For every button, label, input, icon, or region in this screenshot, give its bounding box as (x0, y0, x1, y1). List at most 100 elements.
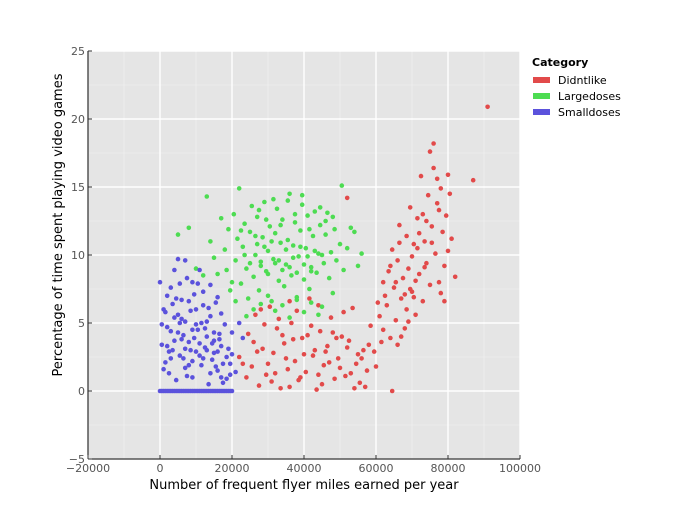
point-smalldoses (218, 311, 224, 316)
point-largedoses (247, 260, 253, 266)
point-largedoses (254, 241, 260, 247)
point-didntlike (388, 335, 393, 341)
point-didntlike (272, 371, 278, 376)
point-largedoses (298, 228, 303, 233)
point-smalldoses (170, 301, 175, 307)
point-largedoses (269, 239, 274, 244)
point-didntlike (323, 349, 328, 354)
point-didntlike (361, 347, 366, 353)
point-didntlike (346, 338, 352, 344)
point-largedoses (256, 288, 262, 293)
point-didntlike (429, 224, 435, 229)
y-tick-label: 0 (78, 385, 85, 398)
point-smalldoses (186, 362, 192, 368)
point-didntlike (260, 346, 265, 352)
point-didntlike (314, 387, 319, 392)
point-smalldoses (218, 343, 224, 349)
point-largedoses (211, 255, 217, 260)
legend-label-smalldoses: Smalldoses (558, 106, 621, 119)
point-largedoses (298, 244, 303, 250)
point-smalldoses (168, 285, 174, 290)
point-largedoses (344, 245, 350, 251)
point-largedoses (294, 297, 300, 303)
point-largedoses (265, 248, 271, 254)
point-largedoses (307, 226, 312, 232)
point-didntlike (413, 278, 418, 284)
legend-swatch-didntlike (533, 77, 550, 83)
point-didntlike (287, 384, 292, 390)
point-smalldoses (179, 337, 184, 342)
point-didntlike (375, 300, 381, 305)
point-largedoses (292, 220, 298, 225)
y-tick-label: 10 (71, 249, 85, 262)
point-smalldoses (175, 330, 181, 335)
point-didntlike (470, 177, 476, 183)
legend-label-largedoses: Largedoses (558, 90, 621, 103)
point-largedoses (240, 244, 246, 250)
point-largedoses (301, 309, 307, 315)
point-didntlike (449, 236, 454, 241)
point-didntlike (418, 173, 424, 179)
point-largedoses (242, 252, 247, 258)
point-didntlike (425, 192, 431, 198)
point-didntlike (256, 383, 262, 388)
point-largedoses (339, 183, 345, 188)
point-didntlike (253, 312, 258, 318)
point-smalldoses (208, 313, 213, 319)
point-didntlike (422, 264, 427, 270)
point-smalldoses (240, 335, 246, 341)
point-didntlike (359, 356, 364, 361)
point-didntlike (431, 141, 436, 146)
point-smalldoses (197, 341, 202, 346)
point-didntlike (427, 149, 433, 154)
point-smalldoses (229, 352, 235, 357)
point-largedoses (312, 209, 318, 214)
point-largedoses (312, 248, 318, 254)
point-smalldoses (229, 330, 235, 335)
point-didntlike (427, 282, 433, 288)
point-largedoses (258, 259, 264, 265)
data-points (157, 104, 490, 394)
legend-swatch-largedoses (533, 93, 550, 99)
point-smalldoses (161, 366, 166, 372)
point-smalldoses (209, 357, 215, 363)
point-largedoses (299, 202, 305, 207)
point-largedoses (231, 211, 237, 217)
point-didntlike (339, 334, 345, 339)
point-didntlike (353, 361, 359, 367)
point-largedoses (287, 315, 292, 320)
point-largedoses (290, 243, 296, 248)
point-largedoses (299, 192, 305, 198)
point-largedoses (274, 206, 280, 212)
point-didntlike (348, 371, 354, 376)
point-didntlike (298, 375, 303, 380)
point-didntlike (316, 303, 321, 308)
point-largedoses (267, 224, 273, 229)
point-didntlike (434, 176, 440, 182)
point-largedoses (326, 275, 332, 281)
point-largedoses (224, 267, 229, 273)
point-largedoses (215, 271, 220, 277)
point-didntlike (442, 298, 447, 304)
point-largedoses (222, 247, 228, 252)
point-didntlike (391, 285, 397, 290)
point-largedoses (278, 222, 283, 228)
point-didntlike (407, 205, 413, 210)
point-smalldoses (159, 342, 165, 348)
point-largedoses (251, 274, 256, 280)
point-largedoses (175, 232, 181, 237)
point-didntlike (413, 312, 418, 318)
point-largedoses (308, 269, 314, 274)
point-didntlike (362, 384, 368, 390)
point-didntlike (276, 316, 282, 322)
point-smalldoses (163, 309, 168, 315)
point-smalldoses (220, 361, 226, 367)
axes: −20000 0 20000 40000 60000 80000 100000 −5 0 5 10 1… (66, 45, 541, 475)
point-didntlike (393, 279, 399, 285)
point-didntlike (380, 279, 386, 285)
point-didntlike (384, 303, 390, 308)
legend-label-didntlike: Didntlike (558, 74, 607, 87)
point-largedoses (330, 290, 336, 296)
point-largedoses (236, 186, 242, 191)
point-didntlike (301, 352, 307, 357)
